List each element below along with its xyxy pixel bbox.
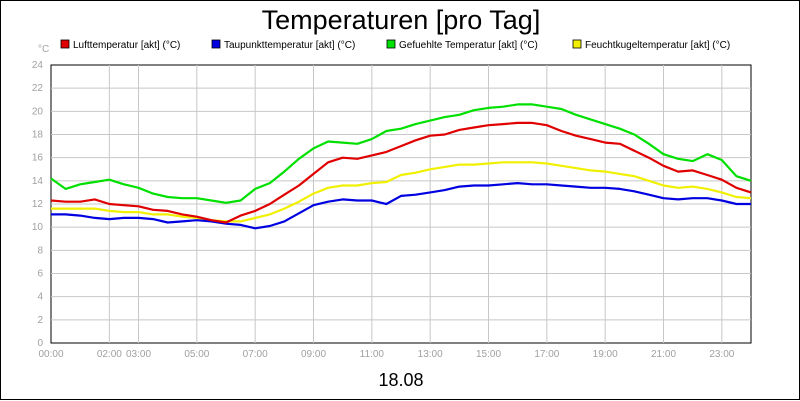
x-tick-label: 07:00 bbox=[243, 349, 268, 360]
legend-swatch-3 bbox=[572, 39, 582, 49]
y-tick-label: 0 bbox=[37, 338, 43, 349]
legend-swatch-1 bbox=[211, 39, 221, 49]
date-label: 18.08 bbox=[378, 370, 423, 390]
y-tick-label: 24 bbox=[32, 60, 44, 71]
legend-swatch-0 bbox=[60, 39, 70, 49]
legend-entry-0: Lufttemperatur [akt] (°C) bbox=[73, 40, 180, 51]
x-tick-label: 05:00 bbox=[184, 349, 209, 360]
legend-entry-1: Taupunkttemperatur [akt] (°C) bbox=[224, 40, 355, 51]
legend: Lufttemperatur [akt] (°C) Taupunkttempera… bbox=[60, 39, 730, 51]
x-tick-label: 13:00 bbox=[418, 349, 443, 360]
y-tick-label: 6 bbox=[37, 269, 43, 280]
series-line-0 bbox=[50, 121, 752, 224]
y-unit-label: °C bbox=[38, 44, 49, 55]
y-tick-label: 8 bbox=[37, 245, 43, 256]
x-tick-label: 11:00 bbox=[360, 349, 385, 360]
y-tick-label: 4 bbox=[37, 292, 43, 303]
x-tick-label: 15:00 bbox=[476, 349, 501, 360]
series-line-2 bbox=[50, 103, 752, 204]
y-tick-label: 22 bbox=[32, 83, 44, 94]
legend-entry-3: Feuchtkugeltemperatur [akt] (°C) bbox=[585, 40, 730, 51]
series-line-1 bbox=[51, 182, 751, 230]
x-tick-label: 03:00 bbox=[126, 349, 151, 360]
y-tick-label: 2 bbox=[37, 315, 43, 326]
y-tick-label: 18 bbox=[32, 130, 44, 141]
x-tick-label: 21:00 bbox=[651, 349, 676, 360]
x-tick-label: 02:00 bbox=[97, 349, 122, 360]
y-tick-label: 16 bbox=[32, 153, 44, 164]
x-tick-label: 09:00 bbox=[301, 349, 326, 360]
chart-title: Temperaturen [pro Tag] bbox=[262, 5, 541, 35]
y-tick-label: 12 bbox=[32, 199, 44, 210]
legend-swatch-2 bbox=[386, 39, 396, 49]
x-axis: 00:00 02:00 03:00 05:00 07:00 09:00 11:00 13:00… bbox=[38, 349, 734, 360]
y-tick-label: 10 bbox=[32, 222, 44, 233]
series-line-3 bbox=[51, 161, 752, 223]
x-tick-label: 17:00 bbox=[534, 349, 559, 360]
grid bbox=[51, 65, 751, 343]
x-tick-label: 23:00 bbox=[709, 349, 734, 360]
series-lines bbox=[50, 103, 752, 230]
x-tick-label: 00:00 bbox=[38, 349, 63, 360]
y-tick-label: 20 bbox=[32, 106, 44, 117]
x-tick-label: 19:00 bbox=[593, 349, 618, 360]
y-tick-label: 14 bbox=[32, 176, 44, 187]
legend-entry-2: Gefuehlte Temperatur [akt] (°C) bbox=[399, 40, 538, 51]
